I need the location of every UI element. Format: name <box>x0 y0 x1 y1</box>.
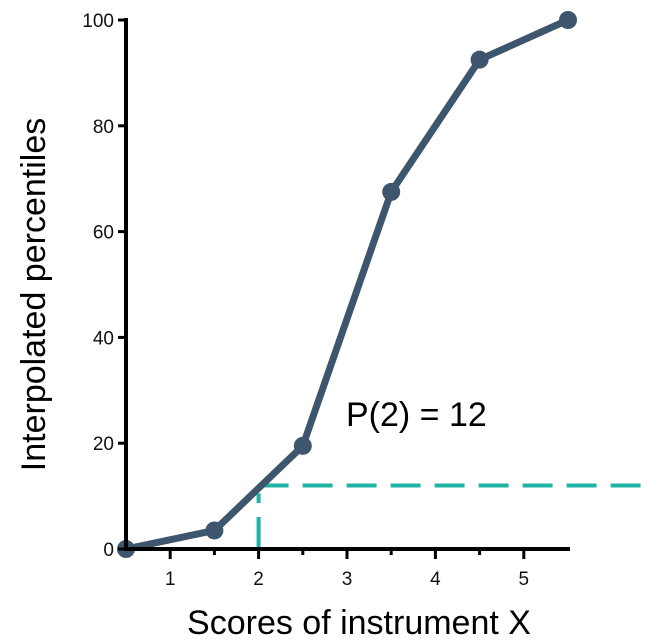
y-axis-title: Interpolated percentiles <box>15 118 53 471</box>
y-tick-label: 80 <box>93 117 114 138</box>
data-point <box>382 182 401 201</box>
series-layer <box>117 11 577 558</box>
y-tick-label: 0 <box>103 540 114 561</box>
axes <box>124 18 570 551</box>
data-point <box>559 11 577 29</box>
series-line <box>122 16 572 553</box>
data-point <box>293 436 312 455</box>
x-tick-label: 2 <box>253 569 264 590</box>
y-tick-label: 40 <box>93 328 114 349</box>
reference-lines <box>256 483 654 547</box>
ticks: 0 20 40 60 80 100 1 2 3 4 5 <box>82 11 529 590</box>
x-tick-label: 1 <box>165 569 176 590</box>
x-tick-label: 5 <box>519 569 530 590</box>
data-point <box>470 50 489 69</box>
x-tick-label: 3 <box>342 569 353 590</box>
annotation-text: P(2) = 12 <box>346 396 487 434</box>
y-tick-label: 60 <box>93 223 114 244</box>
data-point <box>205 521 224 540</box>
y-tick-label: 100 <box>82 11 114 32</box>
y-tick-label: 20 <box>93 434 114 455</box>
x-tick-label: 4 <box>430 569 441 590</box>
x-axis-title: Scores of instrument X <box>187 604 531 640</box>
